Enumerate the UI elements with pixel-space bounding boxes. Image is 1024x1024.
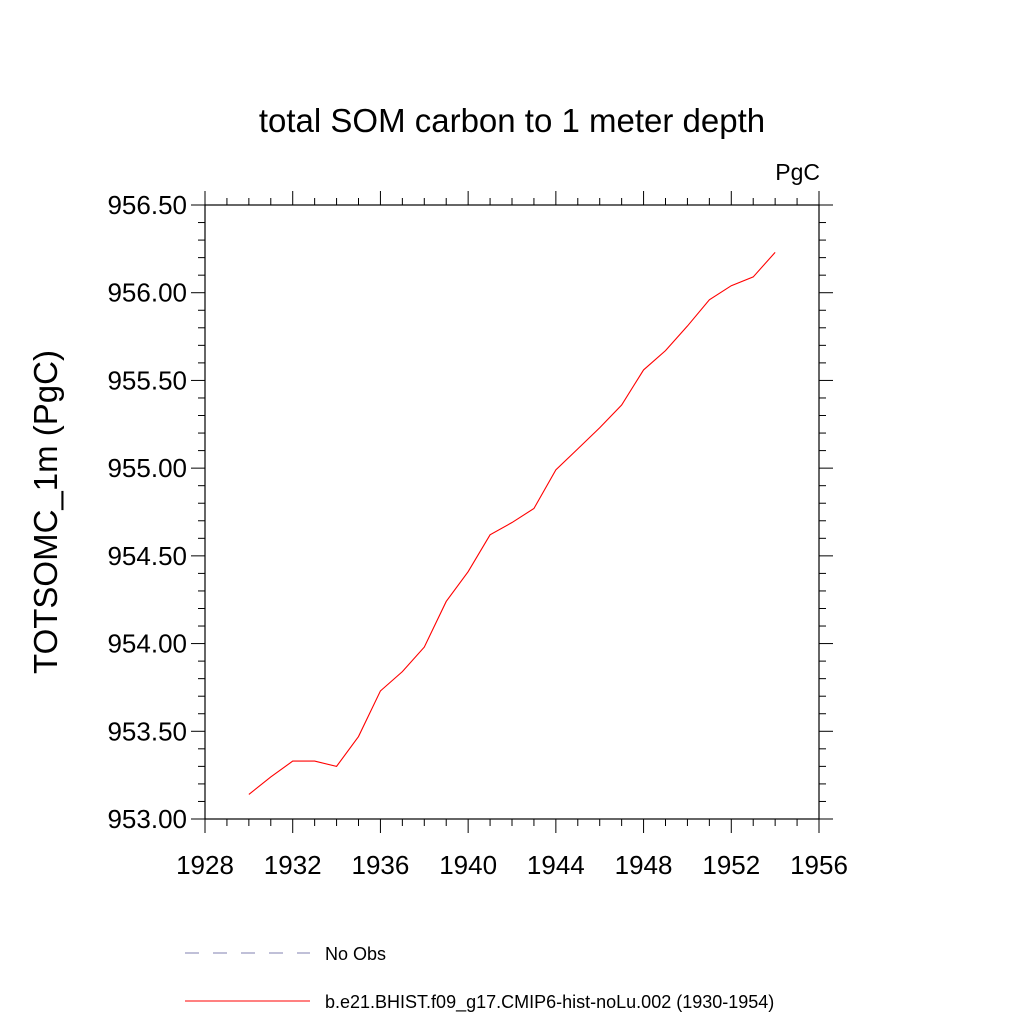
x-tick-label: 1932 (264, 850, 322, 880)
series-line-0 (248, 252, 776, 795)
units-label: PgC (775, 159, 820, 185)
y-tick-label: 954.50 (107, 541, 187, 571)
x-tick-label: 1936 (352, 850, 410, 880)
x-tick-labels: 1928 1932 1936 1940 1944 1948 1952 1956 (176, 850, 848, 880)
x-tick-label: 1940 (439, 850, 497, 880)
y-tick-label: 953.00 (107, 804, 187, 834)
plot-frame (204, 204, 820, 820)
legend-label-no-obs: No Obs (325, 944, 386, 964)
y-tick-labels: 953.00 953.50 954.00 954.50 955.00 955.50 956.… (107, 190, 187, 834)
y-tick-label: 956.50 (107, 190, 187, 220)
x-tick-label: 1948 (615, 850, 673, 880)
x-tick-label: 1952 (702, 850, 760, 880)
y-tick-label: 955.50 (107, 365, 187, 395)
x-tick-label: 1944 (527, 850, 585, 880)
chart-title: total SOM carbon to 1 meter depth (259, 102, 765, 139)
x-tick-label: 1928 (176, 850, 234, 880)
axis-ticks (191, 191, 833, 833)
data-series (248, 252, 776, 795)
legend-label-hist-nolu: b.e21.BHIST.f09_g17.CMIP6-hist-noLu.002 … (325, 992, 774, 1013)
y-tick-label: 956.00 (107, 278, 187, 308)
y-tick-label: 955.00 (107, 453, 187, 483)
legend: No Obs b.e21.BHIST.f09_g17.CMIP6-hist-no… (185, 944, 774, 1013)
y-tick-label: 953.50 (107, 716, 187, 746)
y-tick-label: 954.00 (107, 629, 187, 659)
x-tick-label: 1956 (790, 850, 848, 880)
y-axis-label: TOTSOMC_1m (PgC) (27, 350, 64, 674)
